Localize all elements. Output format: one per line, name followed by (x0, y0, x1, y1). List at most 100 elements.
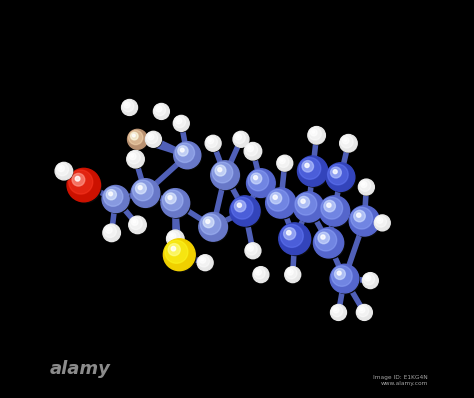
Circle shape (58, 165, 64, 172)
Circle shape (340, 135, 357, 152)
Circle shape (287, 230, 291, 235)
Circle shape (103, 224, 120, 242)
Circle shape (293, 192, 324, 222)
Circle shape (337, 271, 341, 275)
Circle shape (56, 163, 69, 176)
Circle shape (281, 159, 283, 161)
Circle shape (138, 185, 142, 189)
Circle shape (244, 142, 262, 160)
Circle shape (165, 240, 188, 263)
Circle shape (287, 269, 293, 275)
Circle shape (165, 193, 176, 204)
Circle shape (254, 176, 257, 179)
Circle shape (109, 192, 112, 196)
Circle shape (321, 197, 343, 219)
Circle shape (131, 219, 138, 225)
Circle shape (72, 174, 85, 186)
Circle shape (129, 131, 148, 150)
Circle shape (312, 131, 315, 133)
Circle shape (289, 271, 291, 273)
Circle shape (234, 133, 249, 148)
Circle shape (130, 132, 138, 140)
Circle shape (103, 187, 123, 206)
Circle shape (358, 179, 374, 195)
Circle shape (166, 241, 196, 271)
Circle shape (360, 180, 375, 195)
Circle shape (122, 100, 134, 112)
Circle shape (328, 165, 356, 192)
Circle shape (168, 195, 172, 199)
Circle shape (360, 308, 363, 310)
Circle shape (156, 106, 162, 112)
Circle shape (344, 139, 346, 141)
Circle shape (300, 158, 328, 187)
Circle shape (213, 163, 240, 190)
Circle shape (333, 307, 339, 313)
Circle shape (377, 217, 383, 223)
Circle shape (133, 180, 153, 201)
Circle shape (168, 244, 180, 256)
Circle shape (75, 176, 80, 181)
Circle shape (177, 119, 180, 121)
Circle shape (257, 271, 259, 273)
Circle shape (357, 305, 369, 317)
Circle shape (247, 145, 254, 152)
Circle shape (254, 268, 269, 283)
Circle shape (131, 179, 160, 207)
Circle shape (342, 137, 349, 144)
Text: alamy: alamy (50, 360, 111, 378)
Circle shape (278, 156, 293, 172)
Circle shape (330, 304, 346, 320)
Circle shape (206, 219, 210, 223)
Circle shape (237, 203, 241, 207)
Circle shape (233, 131, 249, 147)
Circle shape (230, 196, 260, 226)
Circle shape (236, 134, 241, 140)
Circle shape (199, 256, 213, 271)
Circle shape (211, 161, 239, 189)
Circle shape (102, 185, 129, 213)
Circle shape (335, 308, 337, 310)
Circle shape (56, 164, 73, 180)
Circle shape (154, 104, 166, 116)
Circle shape (298, 156, 328, 186)
Circle shape (164, 239, 195, 271)
Circle shape (298, 196, 310, 208)
Circle shape (253, 267, 269, 283)
Circle shape (205, 135, 221, 151)
Circle shape (129, 216, 146, 234)
Circle shape (124, 102, 130, 108)
Circle shape (128, 131, 143, 145)
Circle shape (121, 100, 137, 115)
Circle shape (157, 107, 160, 109)
Circle shape (359, 307, 365, 313)
Circle shape (166, 230, 184, 248)
Circle shape (231, 197, 253, 219)
Circle shape (175, 143, 194, 162)
Circle shape (277, 155, 293, 171)
Circle shape (361, 181, 367, 187)
Circle shape (326, 163, 355, 191)
Circle shape (176, 144, 201, 170)
Circle shape (295, 193, 317, 215)
Circle shape (254, 267, 265, 279)
Circle shape (321, 235, 325, 239)
Circle shape (351, 207, 373, 229)
Circle shape (133, 220, 136, 223)
Circle shape (315, 229, 337, 251)
Circle shape (375, 216, 391, 231)
Circle shape (251, 173, 262, 184)
Circle shape (163, 190, 183, 211)
Circle shape (309, 127, 321, 140)
Circle shape (163, 191, 191, 218)
Circle shape (273, 195, 277, 199)
Circle shape (330, 264, 359, 293)
Circle shape (167, 231, 180, 244)
Circle shape (359, 180, 371, 191)
Circle shape (283, 228, 296, 240)
Circle shape (246, 169, 275, 197)
Circle shape (104, 187, 130, 213)
Circle shape (173, 142, 201, 169)
Circle shape (354, 210, 365, 222)
Circle shape (200, 214, 221, 234)
